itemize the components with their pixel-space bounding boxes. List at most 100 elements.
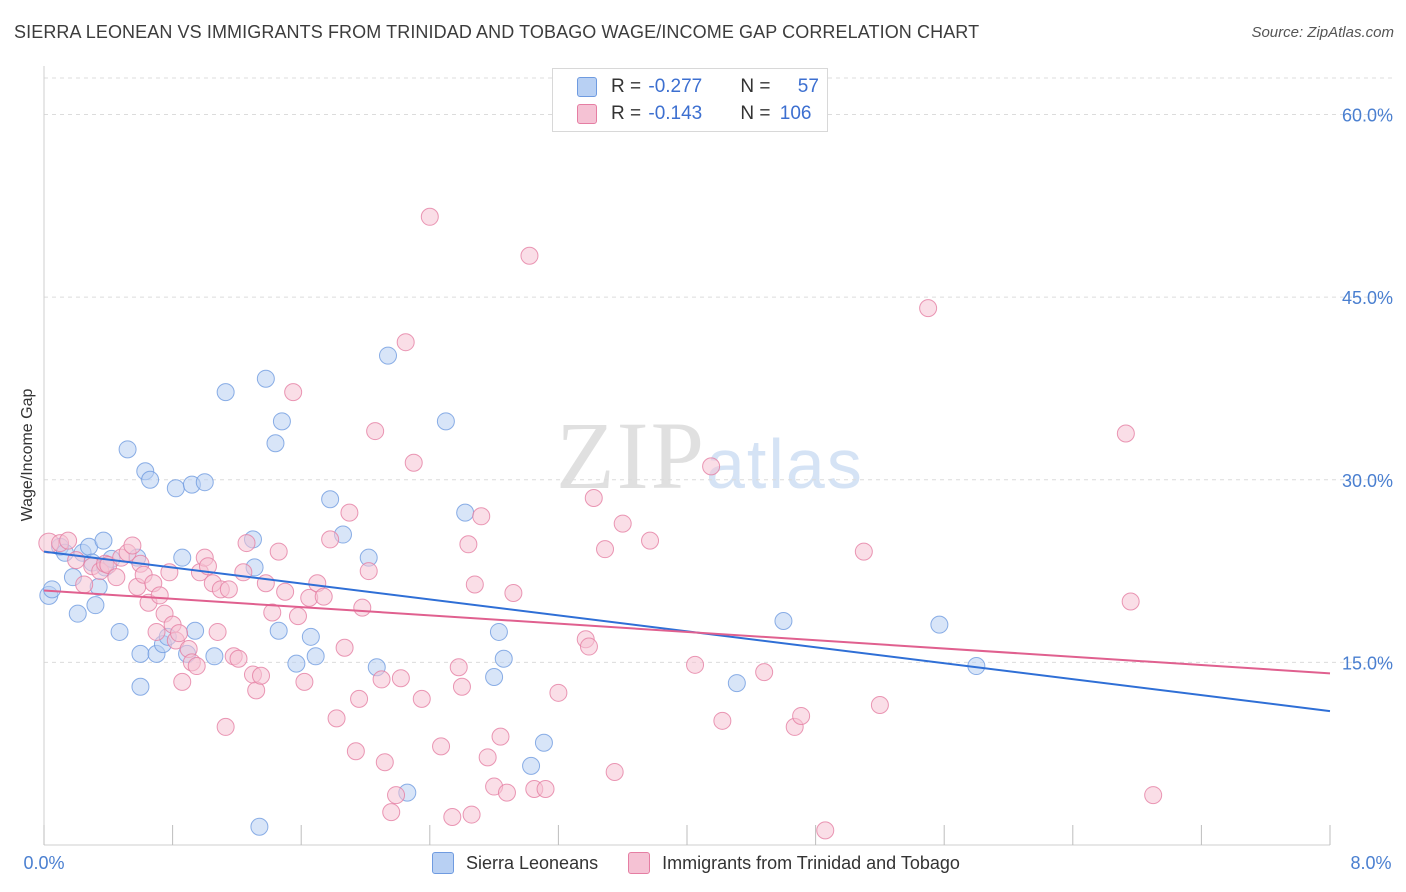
data-point-trinidad [353, 598, 372, 617]
data-point-trinidad [147, 622, 166, 641]
data-point-trinidad [1121, 592, 1140, 611]
data-point-trinidad [335, 638, 354, 657]
data-point-sierra [321, 490, 340, 509]
data-point-trinidad [520, 246, 539, 265]
data-point-trinidad [216, 717, 235, 736]
data-point-trinidad [284, 383, 303, 402]
data-point-trinidad [584, 489, 603, 508]
data-point-trinidad [256, 574, 275, 593]
data-point-trinidad [321, 530, 340, 549]
data-point-trinidad [816, 821, 835, 840]
data-point-trinidad [208, 622, 227, 641]
stats-legend: R = -0.277 N = 57 R = -0.143 N = 106 [552, 68, 828, 132]
data-point-sierra [141, 470, 160, 489]
data-point-trinidad [346, 742, 365, 761]
data-point-trinidad [443, 807, 462, 826]
y-tick-label: 45.0% [1342, 288, 1393, 308]
y-tick-label: 15.0% [1342, 653, 1393, 673]
data-point-trinidad [420, 207, 439, 226]
data-point-trinidad [123, 536, 142, 555]
data-point-sierra [266, 434, 285, 453]
data-point-trinidad [404, 453, 423, 472]
data-point-trinidad [792, 706, 811, 725]
data-point-trinidad [252, 666, 271, 685]
y-tick-label: 30.0% [1342, 471, 1393, 491]
data-point-sierra [43, 580, 62, 599]
data-point-sierra [494, 649, 513, 668]
legend-r-value: -0.277 [648, 76, 703, 97]
data-point-sierra [272, 412, 291, 431]
data-point-trinidad [234, 563, 253, 582]
legend-r-value: -0.143 [648, 103, 703, 124]
data-point-sierra [118, 440, 137, 459]
data-point-trinidad [295, 672, 314, 691]
data-point-trinidad [459, 535, 478, 554]
data-point-trinidad [919, 299, 938, 318]
data-point-trinidad [613, 514, 632, 533]
legend-n-value: 106 [779, 103, 812, 124]
data-point-trinidad [497, 783, 516, 802]
data-point-sierra [522, 756, 541, 775]
data-point-trinidad [1144, 786, 1163, 805]
data-point-sierra [86, 596, 105, 615]
series-legend-label: Immigrants from Trinidad and Tobago [662, 852, 960, 873]
data-point-sierra [287, 654, 306, 673]
data-point-trinidad [870, 695, 889, 714]
data-point-trinidad [375, 753, 394, 772]
legend-row-sierra: R = -0.277 N = 57 [577, 74, 819, 100]
data-point-sierra [485, 667, 504, 686]
data-point-sierra [301, 627, 320, 646]
data-point-trinidad [387, 786, 406, 805]
data-point-trinidad [219, 580, 238, 599]
series-swatch-trinidad [628, 852, 651, 874]
x-tick-label: 8.0% [1350, 853, 1391, 873]
data-point-trinidad [549, 683, 568, 702]
data-point-trinidad [854, 542, 873, 561]
data-point-trinidad [462, 805, 481, 824]
data-point-trinidad [107, 568, 126, 587]
data-point-trinidad [686, 655, 705, 674]
data-point-trinidad [366, 422, 385, 441]
data-point-trinidad [276, 582, 295, 601]
data-point-trinidad [702, 457, 721, 476]
data-point-sierra [436, 412, 455, 431]
data-point-trinidad [449, 658, 468, 677]
watermark-zip: ZIP [556, 402, 706, 509]
series-legend: Sierra Leoneans Immigrants from Trinidad… [432, 852, 990, 874]
source-label: Source: ZipAtlas.com [1251, 24, 1394, 41]
data-point-trinidad [372, 670, 391, 689]
data-point-trinidad [641, 531, 660, 550]
y-axis-title: Wage/Income Gap [19, 389, 36, 522]
series-legend-item-trinidad[interactable]: Immigrants from Trinidad and Tobago [628, 852, 960, 874]
data-point-trinidad [327, 709, 346, 728]
data-point-trinidad [237, 534, 256, 553]
data-point-trinidad [187, 657, 206, 676]
data-point-trinidad [1116, 424, 1135, 443]
data-point-trinidad [288, 607, 307, 626]
legend-n-value: 57 [797, 76, 819, 97]
data-point-trinidad [359, 562, 378, 581]
data-point-sierra [205, 647, 224, 666]
data-point-trinidad [465, 575, 484, 594]
data-point-sierra [534, 733, 553, 752]
data-point-sierra [131, 677, 150, 696]
data-point-sierra [250, 817, 269, 836]
series-legend-item-sierra[interactable]: Sierra Leoneans [432, 852, 598, 874]
data-point-trinidad [452, 677, 471, 696]
data-point-trinidad [396, 333, 415, 352]
data-point-trinidad [579, 637, 598, 656]
legend-r-label: R = [611, 76, 647, 97]
data-point-sierra [68, 604, 87, 623]
chart-title: SIERRA LEONEAN VS IMMIGRANTS FROM TRINID… [14, 22, 980, 42]
data-point-sierra [131, 644, 150, 663]
data-point-trinidad [263, 603, 282, 622]
data-point-sierra [94, 531, 113, 550]
data-point-trinidad [382, 803, 401, 822]
watermark: ZIPatlas [556, 400, 864, 511]
data-point-trinidad [314, 587, 333, 606]
data-point-trinidad [596, 540, 615, 559]
series-legend-label: Sierra Leoneans [466, 852, 599, 873]
data-point-sierra [195, 473, 214, 492]
data-point-sierra [173, 548, 192, 567]
